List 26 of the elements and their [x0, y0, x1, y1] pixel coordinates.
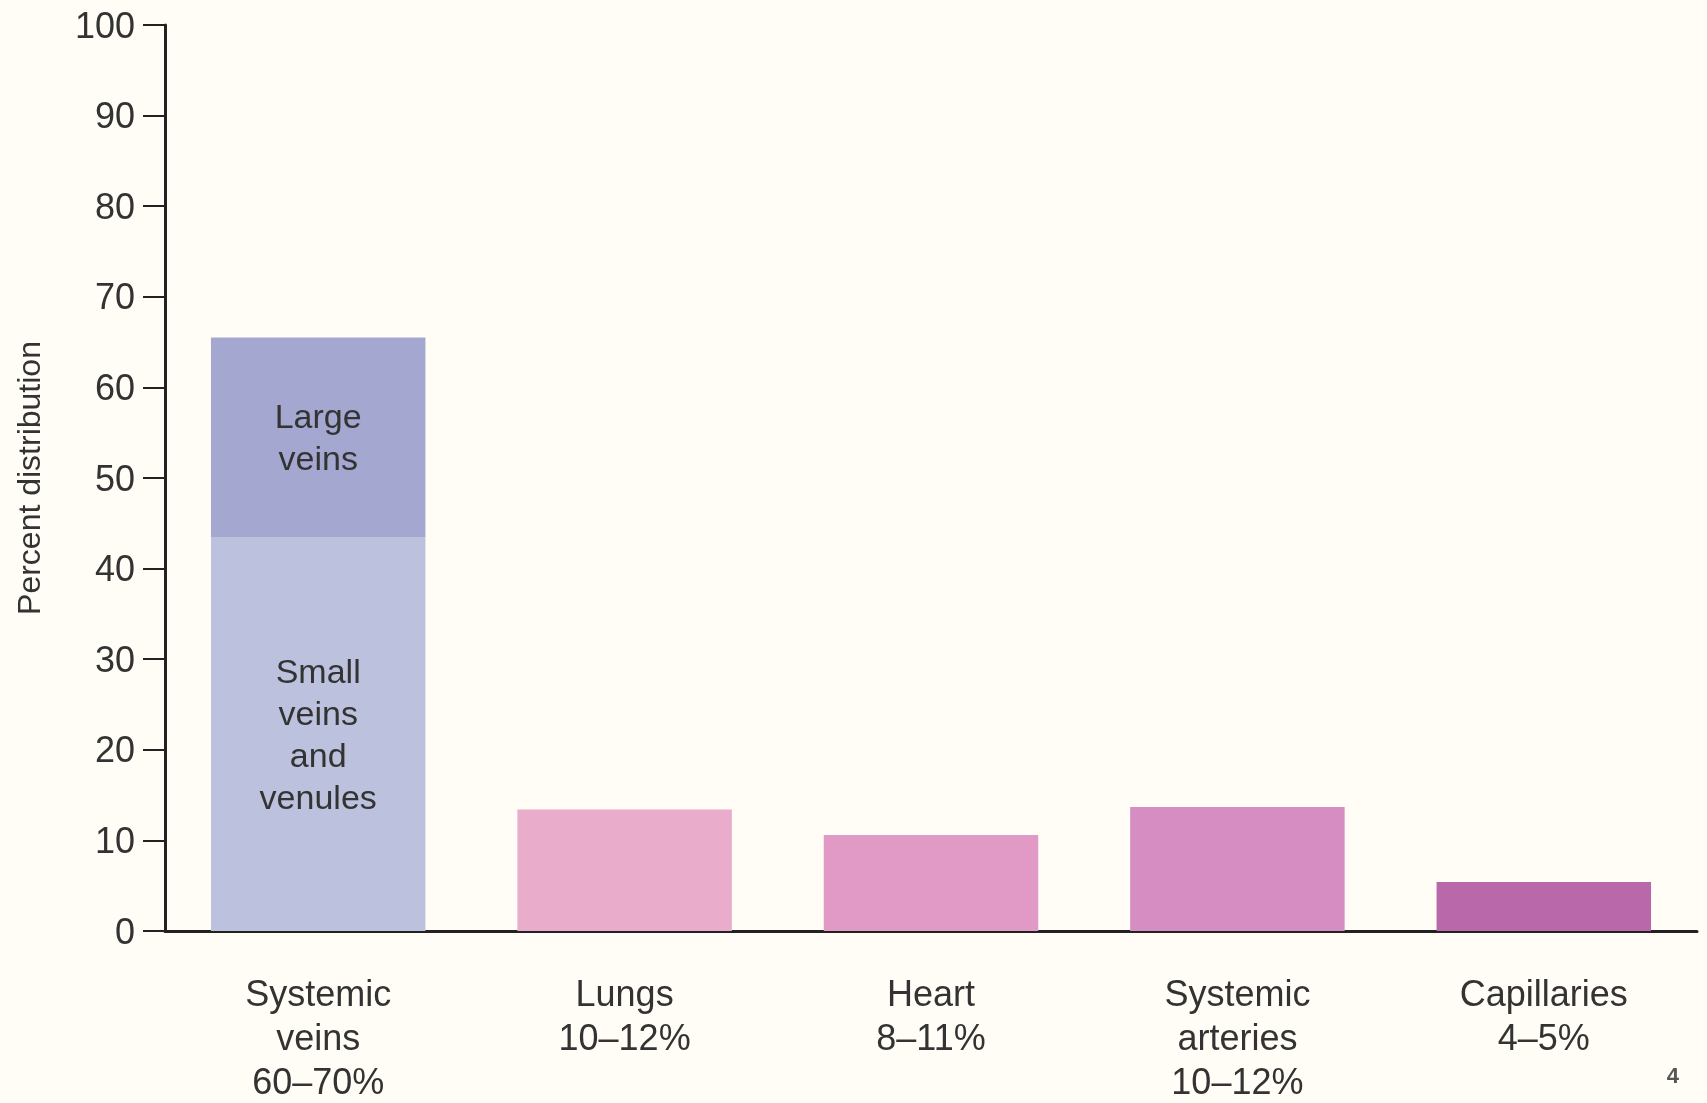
y-tick-label: 10 [94, 819, 135, 861]
x-tick-label: Systemic arteries 10–12% [1164, 972, 1311, 1102]
text: 4 [1666, 1063, 1679, 1089]
bar [823, 834, 1039, 931]
bar [517, 809, 732, 931]
x-tick-label: Heart 8–11% [876, 972, 986, 1058]
series-label: Small veins and venules [259, 651, 377, 816]
y-tick-label: 100 [74, 4, 135, 46]
y-tick-label: 50 [94, 457, 135, 499]
y-tick-label: 40 [94, 548, 135, 590]
x-tick-label: Capillaries 4–5% [1459, 972, 1628, 1058]
y-tick-label: 60 [94, 366, 135, 408]
y-tick-label: 90 [94, 95, 135, 137]
x-tick-label: Lungs 10–12% [558, 972, 691, 1058]
y-tick-label: 0 [114, 910, 135, 952]
x-tick-label: Systemic veins 60–70% [245, 972, 392, 1102]
bar [1130, 806, 1345, 931]
series-label: Large veins [274, 397, 362, 478]
y-tick-label: 70 [94, 276, 135, 318]
bar [210, 536, 426, 931]
y-axis-title: Percent distribution [11, 341, 47, 615]
y-tick-label: 30 [94, 638, 135, 680]
y-tick-label: 20 [94, 729, 135, 771]
bar [1436, 882, 1652, 931]
y-tick-label: 80 [94, 185, 135, 227]
bar [210, 337, 426, 537]
